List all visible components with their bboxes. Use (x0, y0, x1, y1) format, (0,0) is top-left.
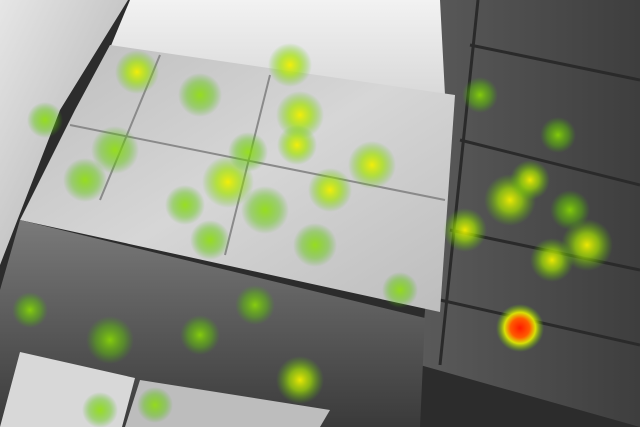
left-wall (0, 0, 128, 265)
heat-blobs (12, 43, 613, 427)
lower-light-2 (125, 380, 330, 427)
